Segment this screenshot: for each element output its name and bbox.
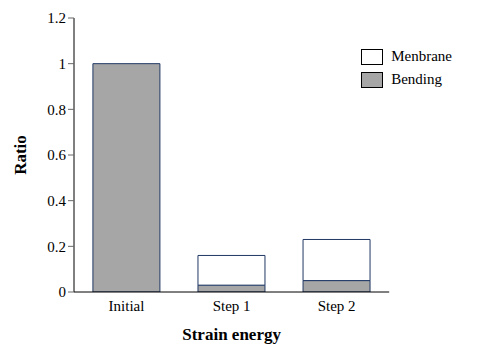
svg-text:0.2: 0.2: [47, 239, 66, 255]
svg-text:Strain energy: Strain energy: [182, 325, 281, 344]
svg-text:Step 2: Step 2: [318, 298, 356, 314]
svg-text:Ratio: Ratio: [11, 135, 30, 175]
html-text:Menbrane: Menbrane: [391, 48, 452, 64]
svg-text:0: 0: [59, 284, 67, 300]
svg-text:Initial: Initial: [109, 298, 145, 314]
svg-text:Step 1: Step 1: [213, 298, 251, 314]
svg-text:0.4: 0.4: [47, 193, 66, 209]
svg-text:0.6: 0.6: [47, 147, 66, 163]
svg-text:1: 1: [59, 56, 67, 72]
svg-text:1.2: 1.2: [47, 10, 66, 26]
svg-text:0.8: 0.8: [47, 102, 66, 118]
html-text:Bending: Bending: [391, 71, 442, 87]
